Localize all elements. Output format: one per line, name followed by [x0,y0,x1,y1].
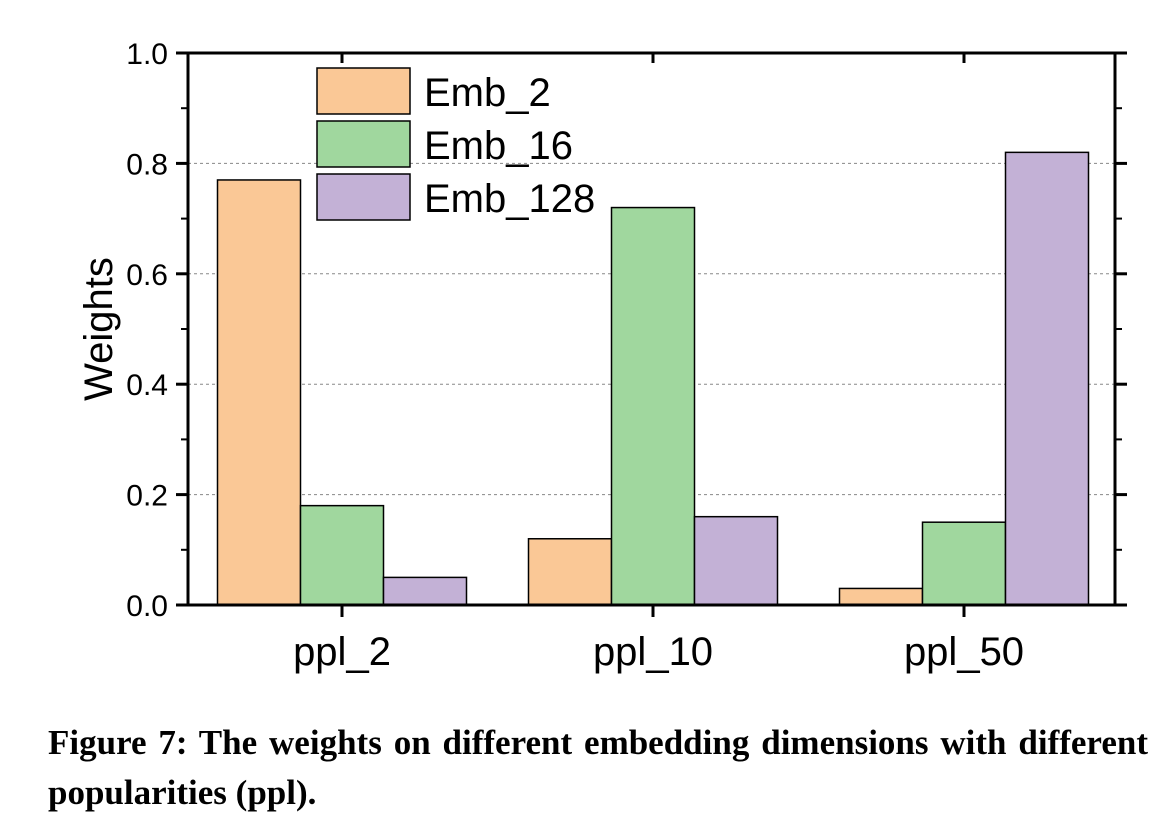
y-tick-label: 0.6 [126,259,168,292]
legend-label: Emb_128 [424,177,595,221]
y-axis-label: Weights [77,257,121,401]
y-tick-label: 0.0 [126,590,168,623]
legend-swatch-Emb_128 [316,173,411,221]
x-tick-label: ppl_2 [293,630,391,674]
legend-swatch-Emb_2 [316,67,411,115]
bar-Emb_16-ppl_50 [921,521,1007,606]
figure-caption: Figure 7: The weights on different embed… [48,723,1148,812]
y-tick-label: 0.2 [126,480,168,513]
bar-Emb_2-ppl_50 [838,587,924,606]
bar-Emb_128-ppl_10 [693,515,779,606]
bar-Emb_128-ppl_50 [1004,151,1090,606]
y-tick-label: 0.8 [126,148,168,181]
x-tick-label: ppl_50 [904,630,1024,674]
legend-label: Emb_16 [424,124,573,168]
bar-chart: 0.0 0.2 0.4 0.6 0.8 1.0 ppl_2 ppl_10 ppl_50 Weigh… [77,38,1127,674]
legend-swatch-Emb_16 [316,120,411,168]
legend-label: Emb_2 [424,71,551,115]
bar-Emb_2-ppl_2 [216,179,302,606]
x-tick-label: ppl_10 [593,630,713,674]
y-tick-label: 1.0 [126,38,168,71]
bar-Emb_16-ppl_10 [610,206,696,606]
y-tick-label: 0.4 [126,369,168,402]
bar-Emb_16-ppl_2 [299,504,385,606]
bar-Emb_128-ppl_2 [382,576,468,606]
bar-Emb_2-ppl_10 [527,538,613,606]
